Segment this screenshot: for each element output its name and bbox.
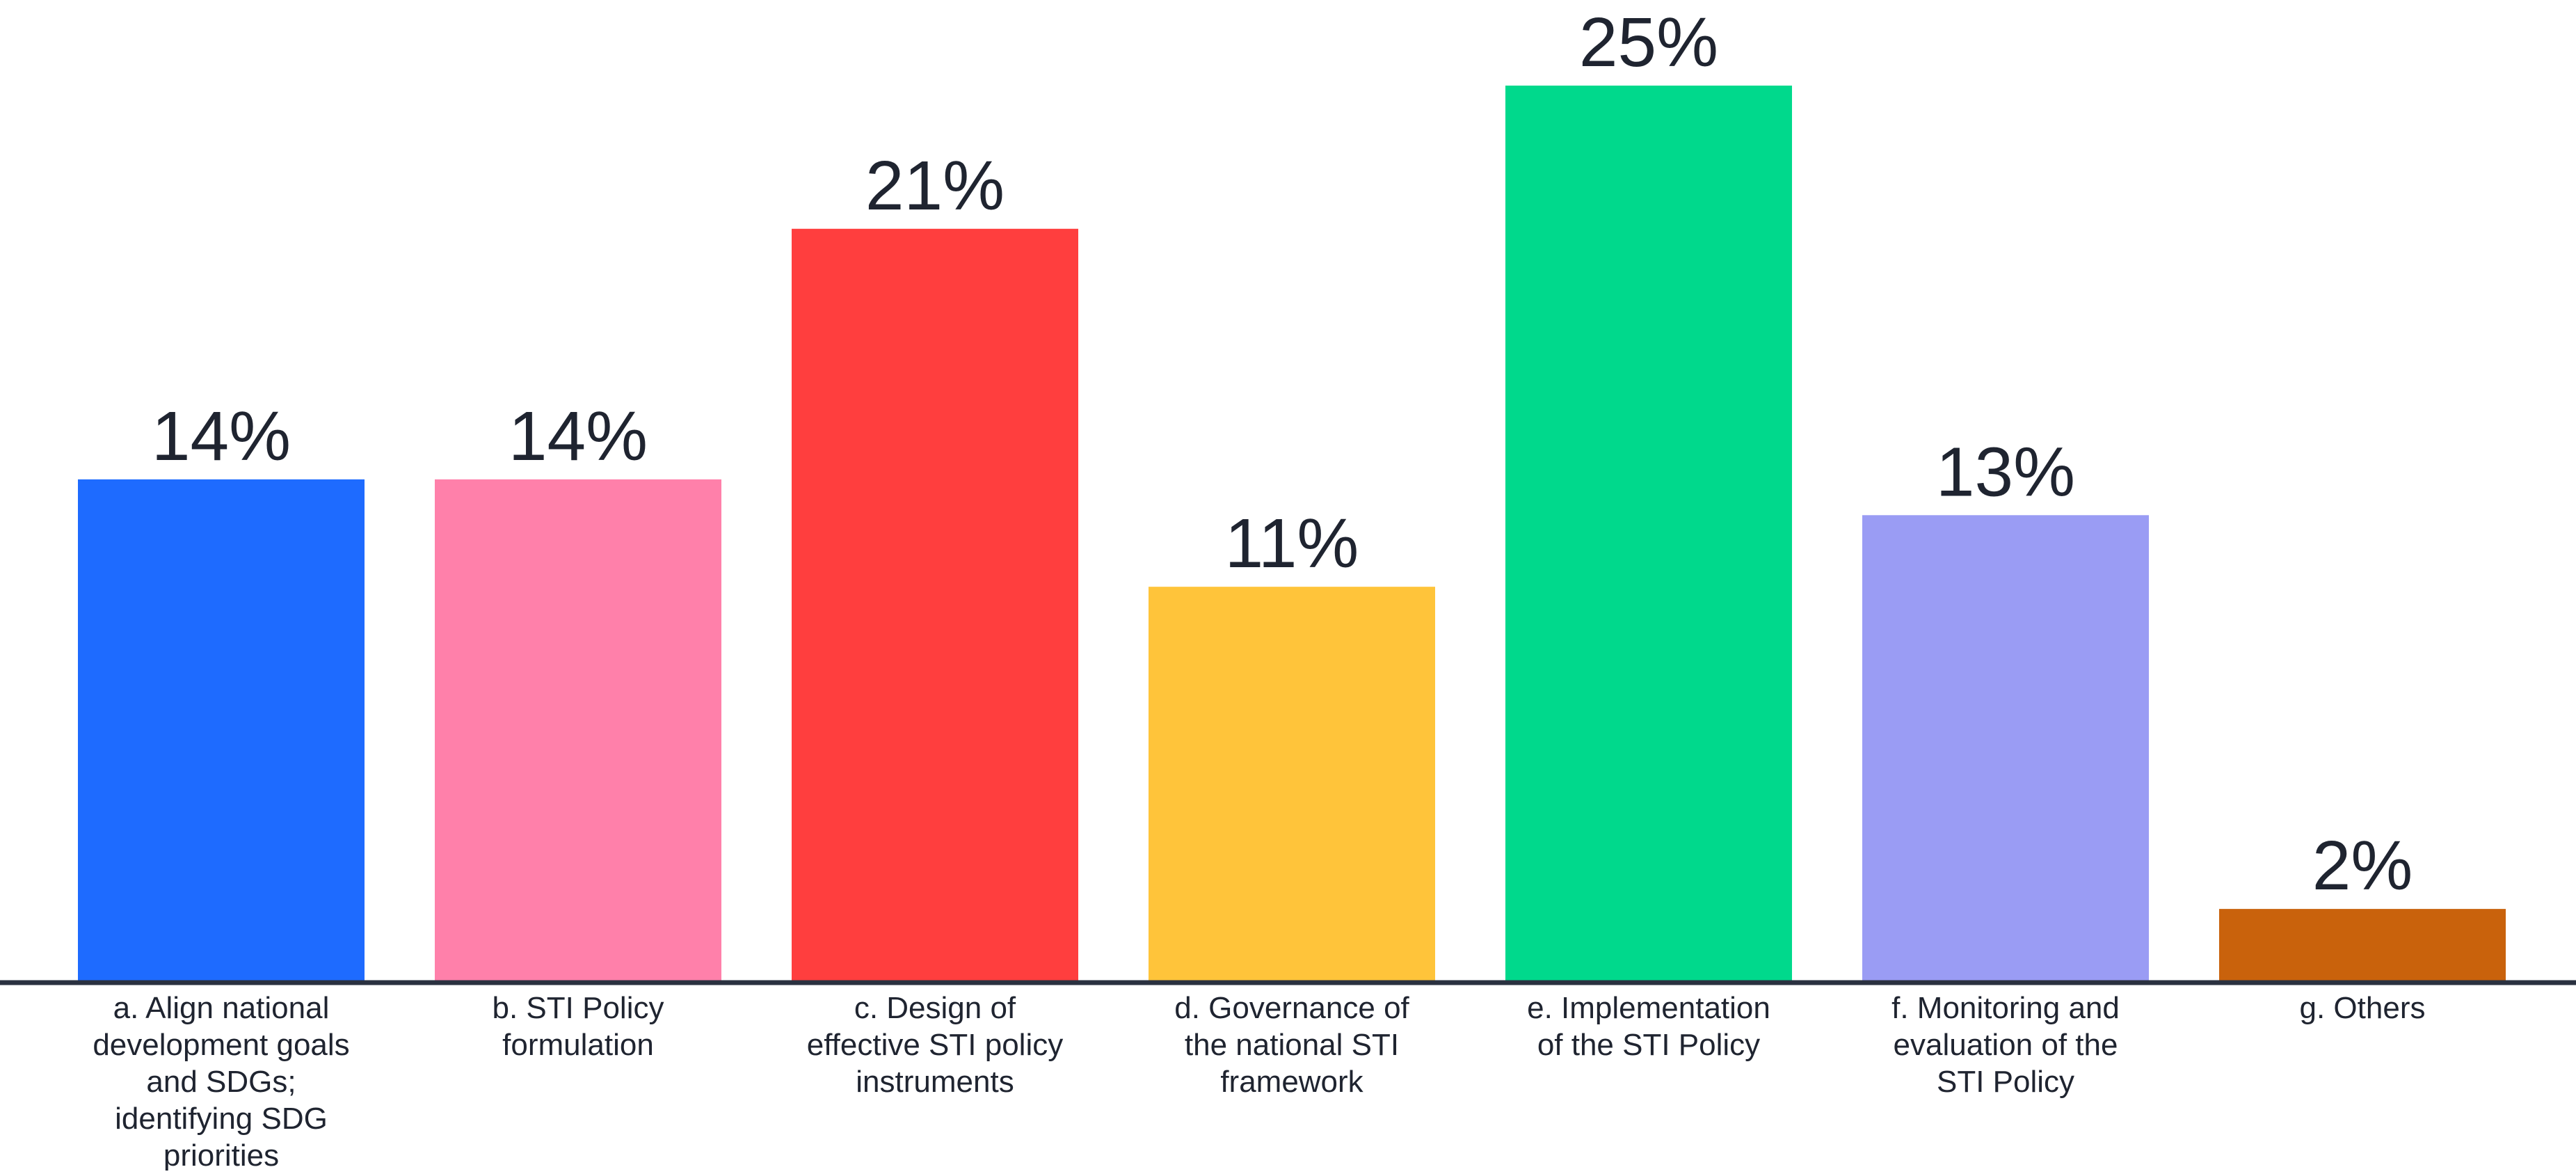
bar-a [78,479,365,981]
value-label-b: 14% [509,397,648,475]
category-label-d: d. Governance of the national STI framewor… [1174,991,1409,1099]
category-label-line: g. Others [2300,991,2426,1025]
category-label-line: and SDGs; [146,1065,296,1099]
bar-g [2219,909,2506,981]
bar-f [1862,515,2149,981]
category-label-e: e. Implementation of the STI Policy [1527,991,1770,1062]
category-label-line: d. Governance of [1174,991,1409,1025]
value-label-g: 2% [2312,827,2413,905]
category-label-line: effective STI policy [807,1028,1063,1062]
category-label-line: c. Design of [854,991,1016,1025]
category-label-line: evaluation of the [1894,1028,2118,1062]
value-labels-group: 14% 14% 21% 11% 25% 13% 2% [152,3,2413,905]
category-label-g: g. Others [2300,991,2426,1025]
category-label-line: f. Monitoring and [1891,991,2120,1025]
category-label-line: STI Policy [1937,1065,2074,1099]
category-label-line: formulation [502,1028,654,1062]
category-label-line: of the STI Policy [1537,1028,1760,1062]
category-label-f: f. Monitoring and evaluation of the STI Po… [1891,991,2120,1099]
value-label-f: 13% [1936,433,2075,511]
category-label-line: development goals [93,1028,349,1062]
category-labels-group: a. Align national development goals and SD… [93,991,2426,1173]
category-label-line: priorities [163,1139,279,1171]
bar-c [792,228,1078,981]
value-label-c: 21% [865,147,1005,225]
category-label-line: identifying SDG [115,1102,328,1136]
bar-b [435,479,721,981]
bar-d [1149,587,1435,981]
category-label-line: a. Align national [113,991,330,1025]
category-label-c: c. Design of effective STI policy instrume… [807,991,1063,1099]
bars-group [78,86,2506,981]
category-label-b: b. STI Policy formulation [493,991,664,1062]
value-label-d: 11% [1225,505,1359,582]
category-label-line: the national STI [1185,1028,1399,1062]
category-label-line: b. STI Policy [493,991,664,1025]
value-label-e: 25% [1579,3,1718,81]
category-label-line: instruments [856,1065,1014,1099]
category-label-line: e. Implementation [1527,991,1770,1025]
value-label-a: 14% [152,397,291,475]
category-label-line: framework [1220,1065,1363,1099]
category-label-a: a. Align national development goals and SD… [93,991,349,1171]
bar-e [1505,86,1792,981]
